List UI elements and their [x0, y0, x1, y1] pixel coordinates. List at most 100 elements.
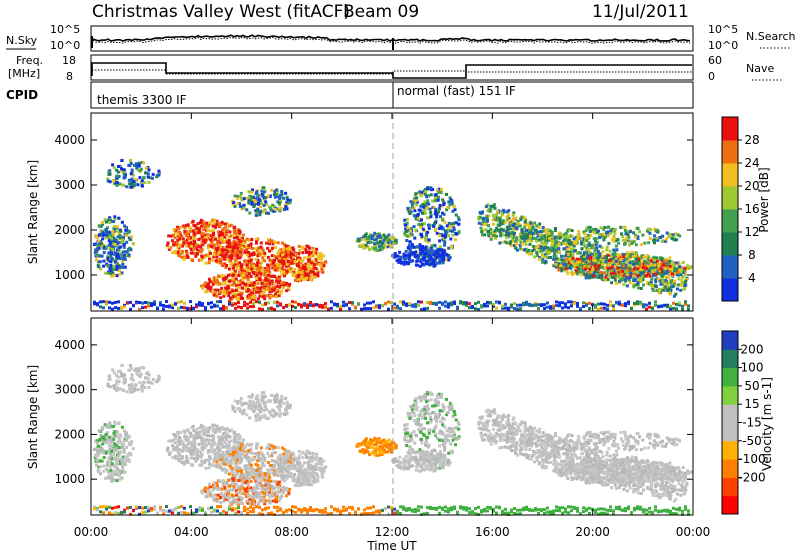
power-cell — [604, 276, 607, 279]
power-cell — [330, 307, 333, 310]
power-cell — [578, 260, 581, 263]
power-cell — [120, 167, 123, 170]
power-cell — [423, 200, 426, 203]
power-cell — [172, 228, 175, 231]
power-cell — [612, 304, 615, 307]
power-cell — [323, 264, 326, 267]
power-cell — [549, 307, 552, 310]
power-cell — [151, 177, 154, 180]
power-cell — [439, 215, 442, 218]
power-cell — [252, 265, 255, 268]
power-cell — [369, 241, 372, 244]
power-cell — [321, 304, 324, 307]
power-cell — [99, 254, 102, 257]
power-cell — [429, 208, 432, 211]
power-cell — [197, 222, 200, 225]
power-cell — [297, 275, 300, 278]
power-cell — [642, 256, 645, 259]
power-cell — [94, 242, 97, 245]
power-cell — [205, 262, 208, 265]
power-cell — [457, 223, 460, 226]
power-cell — [647, 241, 650, 244]
power-cell — [250, 268, 253, 271]
power-cell — [443, 213, 446, 216]
power-cell — [631, 241, 634, 244]
power-cell — [501, 222, 504, 225]
freq-line — [92, 63, 692, 78]
velocity-cell — [123, 448, 126, 451]
velocity-cell — [99, 459, 102, 462]
power-cell — [666, 270, 669, 273]
power-cell — [228, 303, 231, 306]
power-cell — [415, 203, 418, 206]
power-cell — [241, 297, 244, 300]
power-cell — [489, 207, 492, 210]
power-cell — [276, 267, 279, 270]
power-cell — [206, 290, 209, 293]
power-cell — [237, 296, 240, 299]
velocity-cell — [109, 469, 112, 472]
velocity-cell — [109, 465, 112, 468]
colorbar-segment — [722, 255, 738, 279]
power-cell — [451, 230, 454, 233]
power-cell — [305, 251, 308, 254]
power-cell — [583, 232, 586, 235]
power-cell — [558, 250, 561, 253]
power-cell — [210, 306, 213, 309]
power-cell — [526, 250, 529, 253]
nsky-label: N.Sky — [6, 34, 38, 47]
power-cell — [518, 239, 521, 242]
power-cell — [277, 241, 280, 244]
power-cell — [419, 252, 422, 255]
velocity-cell — [113, 430, 116, 433]
power-cell — [587, 271, 590, 274]
power-cell — [600, 226, 603, 229]
power-cell — [150, 302, 153, 305]
power-cell — [120, 253, 123, 256]
power-cell — [652, 274, 655, 277]
velocity-cell — [130, 377, 133, 380]
power-cell — [438, 301, 441, 304]
power-cell — [129, 159, 132, 162]
velocity-cell — [109, 385, 112, 388]
power-cell — [626, 251, 629, 254]
power-cell — [300, 304, 303, 307]
power-cell — [104, 236, 107, 239]
power-cell — [242, 274, 245, 277]
power-cell — [444, 221, 447, 224]
velocity-cell — [118, 446, 121, 449]
power-cell — [444, 301, 447, 304]
power-cell — [242, 234, 245, 237]
power-cell — [267, 307, 270, 310]
power-cell — [186, 255, 189, 258]
power-cell — [629, 281, 632, 284]
power-cell — [299, 271, 302, 274]
power-cell — [249, 301, 252, 304]
power-cell — [419, 265, 422, 268]
power-cell — [229, 235, 232, 238]
power-cell — [433, 222, 436, 225]
power-cell — [437, 211, 440, 214]
power-cell — [613, 232, 616, 235]
velocity-cell — [116, 430, 119, 433]
power-cell — [622, 255, 625, 258]
power-cell — [468, 302, 471, 305]
power-cell — [142, 162, 145, 165]
power-cell — [204, 239, 207, 242]
power-cell — [413, 209, 416, 212]
power-cell — [506, 229, 509, 232]
velocity-cell — [122, 441, 125, 444]
power-cell — [624, 229, 627, 232]
power-cell — [130, 235, 133, 238]
power-cell — [121, 221, 124, 224]
velocity-cell — [123, 378, 126, 381]
power-cell — [528, 243, 531, 246]
power-cell — [512, 213, 515, 216]
power-cell — [117, 171, 120, 174]
power-cell — [632, 274, 635, 277]
power-cell — [284, 205, 287, 208]
power-cell — [676, 288, 679, 291]
power-cell — [237, 286, 240, 289]
power-cell — [387, 308, 390, 311]
power-cell — [279, 194, 282, 197]
